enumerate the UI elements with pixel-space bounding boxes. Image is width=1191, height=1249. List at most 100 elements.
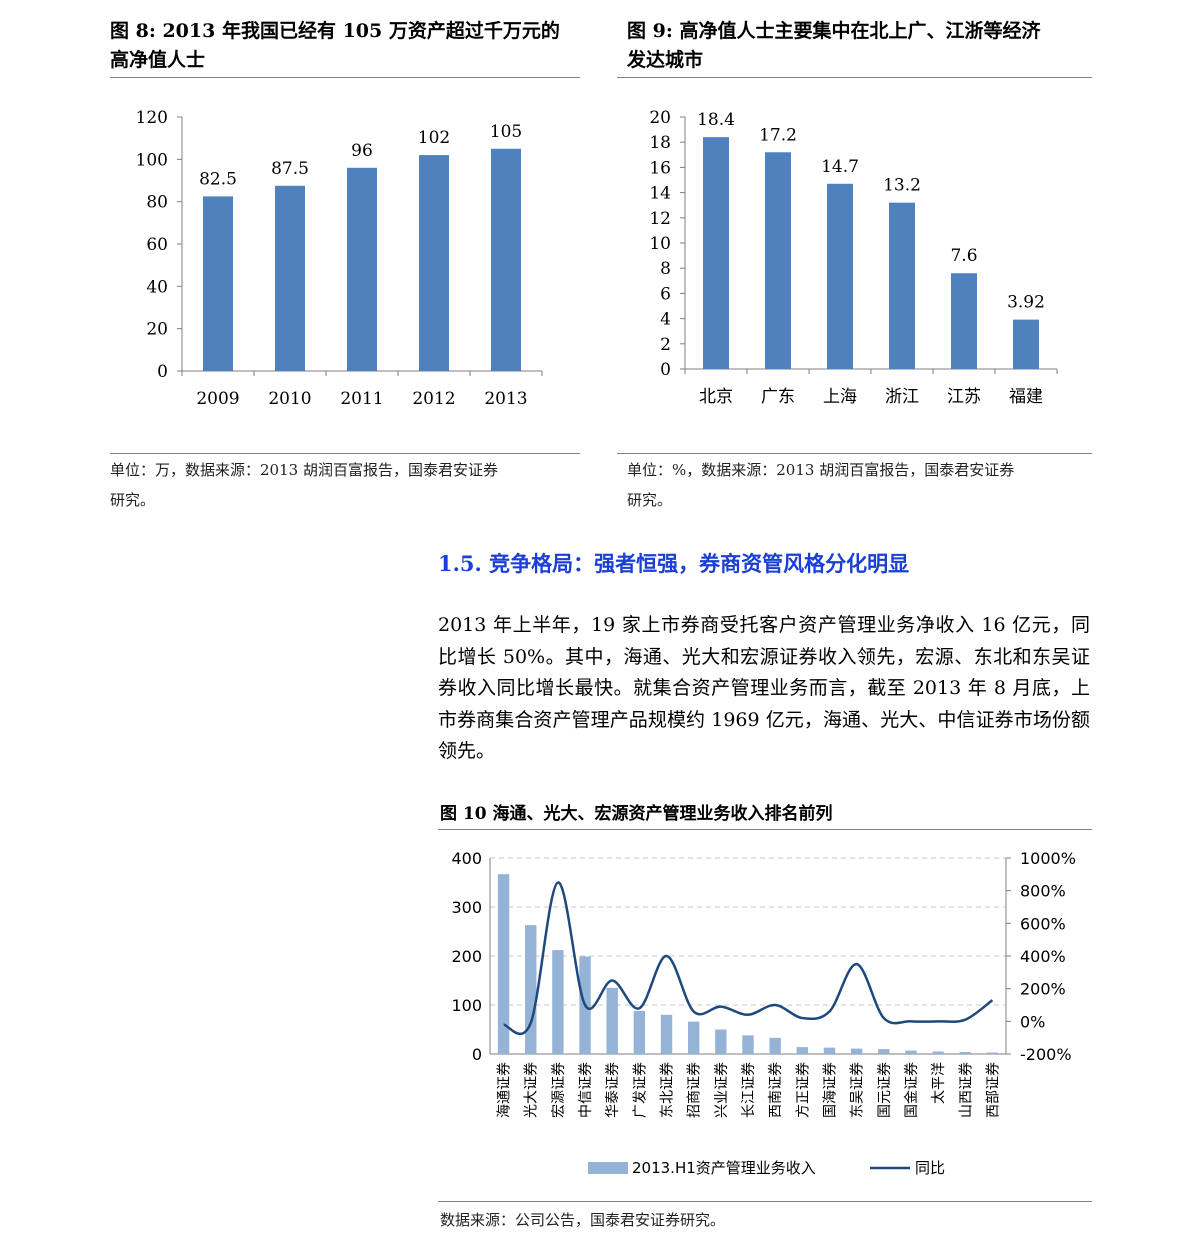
fig10-x-tick-label: 方正证券 bbox=[795, 1062, 811, 1118]
fig10-x-tick-label: 中信证券 bbox=[578, 1062, 594, 1118]
fig8-bar bbox=[347, 167, 377, 371]
fig9-y-tick-label: 20 bbox=[649, 108, 671, 128]
fig9-y-tick-label: 10 bbox=[649, 234, 671, 254]
fig8-x-tick-label: 2009 bbox=[196, 389, 239, 409]
fig10-left-tick-label: 200 bbox=[451, 947, 482, 966]
fig9-y-tick-label: 0 bbox=[660, 360, 671, 380]
fig10-left-tick-label: 100 bbox=[451, 996, 482, 1015]
fig9-x-tick-label: 北京 bbox=[699, 387, 733, 407]
fig10-x-tick-label: 西部证券 bbox=[985, 1062, 1001, 1118]
fig8-bar bbox=[203, 196, 233, 371]
fig9-note-line1: 单位：%，数据来源：2013 胡润百富报告，国泰君安证券 bbox=[627, 461, 1015, 479]
fig10-bar bbox=[769, 1037, 781, 1054]
fig8-note-line2: 研究。 bbox=[110, 491, 156, 509]
fig8-y-tick-label: 60 bbox=[146, 235, 168, 255]
fig9-data-label: 7.6 bbox=[950, 246, 977, 266]
fig9-bar bbox=[889, 202, 915, 369]
fig9-bar bbox=[1013, 319, 1039, 369]
fig10-right-tick-label: 1000% bbox=[1020, 849, 1076, 868]
fig10-x-tick-label: 东吴证券 bbox=[850, 1062, 866, 1118]
fig9-bar bbox=[827, 183, 853, 369]
fig9-bar bbox=[765, 152, 791, 369]
fig8-y-tick-label: 80 bbox=[146, 193, 168, 213]
fig9-y-tick-label: 6 bbox=[660, 284, 671, 304]
fig10-bar bbox=[796, 1047, 809, 1054]
fig8-bar bbox=[275, 185, 305, 371]
fig10-bar bbox=[986, 1052, 999, 1054]
fig10-bar bbox=[687, 1021, 700, 1054]
fig9-note-rule bbox=[617, 453, 1092, 454]
fig10-legend-bar-swatch bbox=[588, 1162, 628, 1174]
fig10-bar bbox=[742, 1035, 754, 1054]
fig8-x-tick-label: 2012 bbox=[412, 389, 455, 409]
fig8-data-label: 87.5 bbox=[271, 159, 309, 179]
fig8-x-tick-label: 2010 bbox=[268, 389, 311, 409]
fig10-x-tick-label: 海通证券 bbox=[497, 1062, 513, 1118]
fig9-x-tick-label: 上海 bbox=[823, 387, 857, 407]
fig10-right-tick-label: 400% bbox=[1020, 947, 1066, 966]
fig9-y-tick-label: 18 bbox=[649, 133, 671, 153]
fig9-x-tick-label: 江苏 bbox=[947, 387, 981, 407]
fig10-right-tick-label: 0% bbox=[1020, 1012, 1045, 1031]
fig9-bar-chart: 0 2 4 6 8 10 12 14 16 18 20 18.4 北京 17.2 广东 14.7 上海 13.2 浙… bbox=[649, 108, 1058, 407]
fig10-x-tick-label: 华泰证券 bbox=[605, 1062, 621, 1118]
fig10-bar bbox=[633, 1010, 646, 1054]
fig10-right-tick-label: 800% bbox=[1020, 882, 1066, 901]
fig10-x-tick-label: 长江证券 bbox=[741, 1062, 757, 1118]
fig9-data-label: 13.2 bbox=[883, 176, 921, 196]
fig9-y-tick-label: 14 bbox=[649, 184, 671, 204]
fig9-bar bbox=[951, 273, 977, 369]
fig10-x-tick-label: 国元证券 bbox=[877, 1062, 893, 1118]
fig9-y-tick-label: 2 bbox=[660, 335, 671, 355]
fig9-data-label: 18.4 bbox=[697, 110, 735, 130]
fig10-x-tick-label: 广发证券 bbox=[632, 1062, 648, 1118]
fig9-title-rule bbox=[617, 77, 1092, 78]
fig10-left-tick-label: 300 bbox=[451, 898, 482, 917]
fig10-left-tick-label: 0 bbox=[472, 1045, 482, 1064]
fig10-x-tick-label: 国海证券 bbox=[822, 1062, 838, 1118]
fig9-note-line2: 研究。 bbox=[627, 491, 673, 509]
fig8-data-label: 82.5 bbox=[199, 169, 237, 189]
fig10-bar bbox=[715, 1029, 727, 1054]
fig9-title: 图 9: 高净值人士主要集中在北上广、江浙等经济 发达城市 bbox=[627, 17, 1092, 75]
fig10-x-tick-label: 宏源证券 bbox=[551, 1062, 567, 1118]
fig8-bar-chart: 0 20 40 60 80 100 120 82.5 2009 87.5 2010 96 2011 102… bbox=[136, 108, 543, 409]
fig8-x-tick-label: 2011 bbox=[340, 389, 383, 409]
fig8-y-tick-label: 0 bbox=[157, 362, 168, 382]
fig10-left-tick-label: 400 bbox=[451, 849, 482, 868]
fig9-note: 单位：%，数据来源：2013 胡润百富报告，国泰君安证券 研究。 bbox=[627, 455, 1092, 515]
fig8-y-tick-label: 100 bbox=[136, 150, 168, 170]
fig10-x-tick-label: 招商证券 bbox=[687, 1062, 703, 1118]
fig10-bar bbox=[905, 1050, 917, 1054]
fig8-data-label: 105 bbox=[490, 122, 522, 142]
fig8-bar bbox=[419, 155, 449, 371]
fig10-growth-line bbox=[503, 881, 994, 1036]
fig8-title-rule bbox=[110, 77, 580, 78]
fig8-note: 单位：万，数据来源：2013 胡润百富报告，国泰君安证券 研究。 bbox=[110, 455, 580, 515]
fig8-title-line1: 图 8: 2013 年我国已经有 105 万资产超过千万元的 bbox=[110, 20, 560, 42]
fig8-y-tick-label: 20 bbox=[146, 320, 168, 340]
fig10-bar bbox=[850, 1048, 863, 1054]
fig10-bar bbox=[878, 1049, 890, 1054]
fig10-legend-line-label: 同比 bbox=[915, 1159, 945, 1177]
fig8-bar bbox=[491, 148, 521, 371]
fig10-x-tick-label: 太平洋 bbox=[931, 1062, 947, 1104]
fig10-title: 图 10 海通、光大、宏源资产管理业务收入排名前列 bbox=[440, 804, 833, 824]
fig9-x-tick-label: 福建 bbox=[1009, 387, 1043, 407]
section-paragraph: 2013 年上半年，19 家上市券商受托客户资产管理业务净收入 16 亿元，同比… bbox=[438, 614, 1090, 762]
fig10-bar bbox=[959, 1052, 971, 1054]
fig8-data-label: 102 bbox=[418, 128, 450, 148]
fig10-x-tick-label: 东北证券 bbox=[660, 1062, 676, 1118]
fig9-x-tick-label: 广东 bbox=[761, 387, 795, 407]
fig10-x-tick-label: 西南证券 bbox=[768, 1062, 784, 1118]
fig10-bar bbox=[660, 1014, 673, 1054]
fig9-title-line1: 图 9: 高净值人士主要集中在北上广、江浙等经济 bbox=[627, 20, 1041, 42]
fig9-y-tick-label: 4 bbox=[660, 310, 671, 330]
fig8-title: 图 8: 2013 年我国已经有 105 万资产超过千万元的 高净值人士 bbox=[110, 17, 580, 75]
fig10-x-tick-label: 国金证券 bbox=[904, 1062, 920, 1118]
fig9-y-tick-label: 12 bbox=[649, 209, 671, 229]
fig8-y-tick-label: 120 bbox=[136, 108, 168, 128]
fig8-data-label: 96 bbox=[351, 141, 373, 161]
fig10-note-rule bbox=[438, 1201, 1092, 1202]
fig10-bar bbox=[932, 1051, 944, 1054]
